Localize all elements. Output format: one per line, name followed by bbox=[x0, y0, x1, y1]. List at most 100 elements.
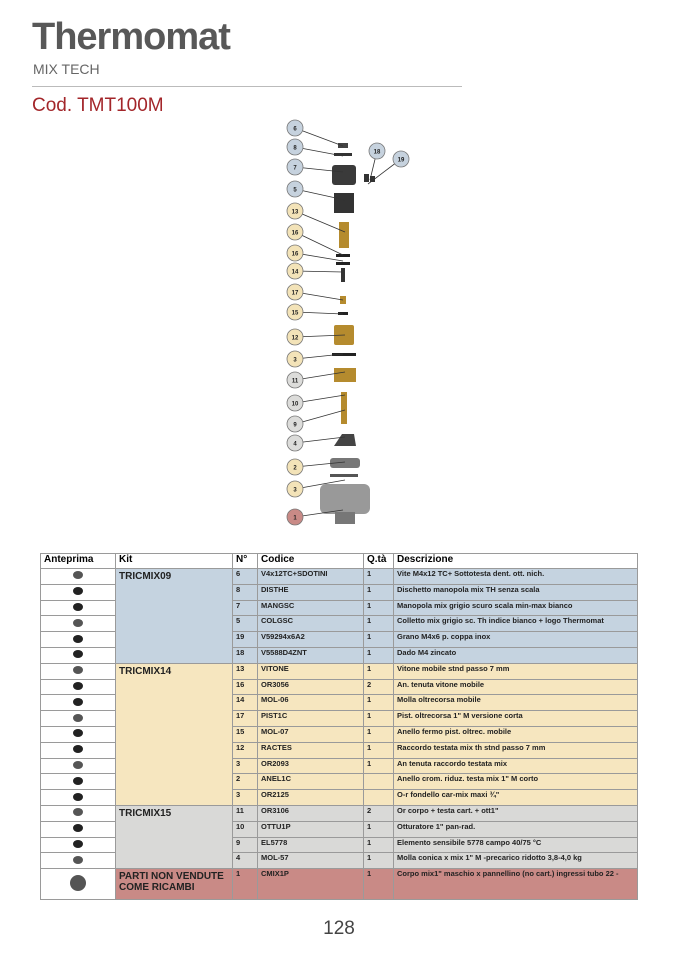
icon-shape bbox=[73, 760, 83, 769]
table-row: 4 MOL-57 1 Molla conica x mix 1" M -precari… bbox=[40, 852, 638, 870]
page-number: 128 bbox=[323, 918, 355, 939]
preview-icon bbox=[73, 618, 83, 627]
leader-line bbox=[294, 188, 346, 201]
kit-cell: PARTI NON VENDUTE COME RICAMBI bbox=[115, 868, 233, 901]
callout-label: 16 bbox=[292, 252, 299, 258]
cell-code: OR2093 bbox=[257, 757, 364, 775]
icon-shape bbox=[73, 713, 83, 722]
preview-icon bbox=[73, 745, 83, 754]
table-row: 9 EL5778 1 Elemento sensibile 5778 campo 40… bbox=[40, 836, 638, 854]
preview-cell bbox=[40, 820, 116, 838]
cell-n: 5 bbox=[232, 615, 258, 633]
table-row: 7 MANGSC 1 Manopola mix grigio scuro scala … bbox=[40, 599, 638, 617]
cell-desc: Dado M4 zincato bbox=[393, 646, 638, 664]
cell-code: RACTES bbox=[257, 741, 364, 759]
table-row: TRICMIX14 13 VITONE 1 Vitone mobile stnd pas… bbox=[40, 662, 638, 806]
callout-circle bbox=[392, 150, 410, 168]
preview-icon bbox=[70, 875, 86, 892]
preview-cell bbox=[40, 868, 116, 901]
icon-shape bbox=[73, 792, 83, 801]
cell-qty: 2 bbox=[363, 804, 394, 822]
table-row: PARTI NON VENDUTE COME RICAMBI 1 CMIX1P 1 Co… bbox=[40, 868, 638, 901]
cell-code: V4x12TC+SDOTINI bbox=[257, 568, 364, 585]
header-row: Anteprima Kit N° Codice Q.tà Descrizione bbox=[40, 553, 638, 569]
part-shape bbox=[338, 143, 348, 148]
column-header: Kit bbox=[115, 553, 233, 569]
cell-code: PIST1C bbox=[257, 710, 364, 727]
callout-label: 14 bbox=[292, 270, 299, 276]
cell-code: VITONE bbox=[257, 662, 364, 680]
cell-desc: Anello crom. riduz. testa mix 1" M corto bbox=[393, 773, 638, 791]
part-shape bbox=[341, 268, 345, 282]
cell-code: MOL-57 bbox=[257, 852, 364, 870]
part-shape bbox=[341, 392, 347, 424]
table-row: 14 MOL-06 1 Molla oltrecorsa mobile bbox=[40, 694, 638, 712]
leader-line bbox=[294, 371, 346, 381]
cell-qty: 1 bbox=[363, 615, 394, 633]
callout-circle bbox=[286, 480, 304, 498]
cell-code: MOL-07 bbox=[257, 725, 364, 743]
cell-qty: 1 bbox=[363, 694, 394, 712]
part-shape bbox=[334, 368, 356, 382]
cell-qty: 1 bbox=[363, 757, 394, 775]
part-shape bbox=[336, 262, 350, 265]
brand-logo: Thermomat bbox=[32, 16, 231, 58]
cell-code: OR3056 bbox=[257, 678, 364, 696]
part-shape bbox=[334, 153, 352, 156]
callout-label: 4 bbox=[293, 442, 297, 448]
cell-desc: Vitone mobile stnd passo 7 mm bbox=[393, 662, 638, 680]
cell-code: COLGSC bbox=[257, 615, 364, 633]
preview-icon bbox=[73, 760, 83, 769]
table-row: 12 RACTES 1 Raccordo testata mix th stnd pa… bbox=[40, 741, 638, 759]
cell-code: CMIX1P bbox=[257, 868, 364, 901]
cell-n: 7 bbox=[232, 599, 258, 617]
table-row: 3 OR2125 O-r fondello car-mix maxi ¾" bbox=[40, 789, 638, 806]
cell-n: 14 bbox=[232, 694, 258, 712]
table-row: 10 OTTU1P 1 Otturatore 1" pan-rad. bbox=[40, 820, 638, 838]
table-row: 8 DISTHE 1 Dischetto manopola mix TH senza … bbox=[40, 583, 638, 601]
preview-cell bbox=[40, 789, 116, 806]
cell-desc: Dischetto manopola mix TH senza scala bbox=[393, 583, 638, 601]
cell-desc: O-r fondello car-mix maxi ¾" bbox=[393, 789, 638, 806]
cell-qty: 1 bbox=[363, 820, 394, 838]
column-header: Anteprima bbox=[40, 553, 116, 569]
icon-shape bbox=[73, 650, 83, 659]
cell-code: MOL-06 bbox=[257, 694, 364, 712]
callout-circle bbox=[286, 262, 304, 280]
cell-n: 6 bbox=[232, 568, 258, 585]
preview-cell bbox=[40, 804, 116, 822]
part-shape bbox=[334, 434, 356, 446]
callout-label: 2 bbox=[293, 466, 297, 472]
preview-icon bbox=[73, 571, 83, 580]
table-row: TRICMIX09 6 V4x12TC+SDOTINI 1 Vite M4x12 TC+… bbox=[40, 568, 638, 664]
cell-qty: 1 bbox=[363, 868, 394, 901]
table-row: 3 OR2093 1 An tenuta raccordo testata mix bbox=[40, 757, 638, 775]
preview-cell bbox=[40, 725, 116, 743]
icon-shape bbox=[73, 745, 83, 754]
preview-cell bbox=[40, 599, 116, 617]
icon-shape bbox=[73, 824, 83, 833]
preview-icon bbox=[73, 855, 83, 864]
callout-label: 15 bbox=[292, 311, 299, 317]
part-shape bbox=[339, 222, 349, 248]
icon-shape bbox=[73, 729, 83, 738]
cell-desc: Molla oltrecorsa mobile bbox=[393, 694, 638, 712]
kit-cell: TRICMIX15 bbox=[115, 804, 233, 870]
preview-icon bbox=[73, 681, 83, 690]
cell-qty: 1 bbox=[363, 662, 394, 680]
cell-desc: Vite M4x12 TC+ Sottotesta dent. ott. nic… bbox=[393, 568, 638, 585]
callout-circle bbox=[286, 328, 304, 346]
callout-circle bbox=[286, 138, 304, 156]
cell-desc: Molla conica x mix 1" M -precarico ridot… bbox=[393, 852, 638, 870]
icon-shape bbox=[73, 855, 83, 864]
cell-qty: 1 bbox=[363, 568, 394, 585]
table-row: 5 COLGSC 1 Colletto mix grigio sc. Th indic… bbox=[40, 615, 638, 633]
callout-circle bbox=[286, 394, 304, 412]
column-header: Descrizione bbox=[393, 553, 638, 569]
preview-icon bbox=[73, 808, 83, 817]
cell-qty: 1 bbox=[363, 599, 394, 617]
cell-code: MANGSC bbox=[257, 599, 364, 617]
preview-cell bbox=[40, 836, 116, 854]
leader-line bbox=[294, 231, 344, 256]
kit-cell: TRICMIX09 bbox=[115, 568, 233, 664]
